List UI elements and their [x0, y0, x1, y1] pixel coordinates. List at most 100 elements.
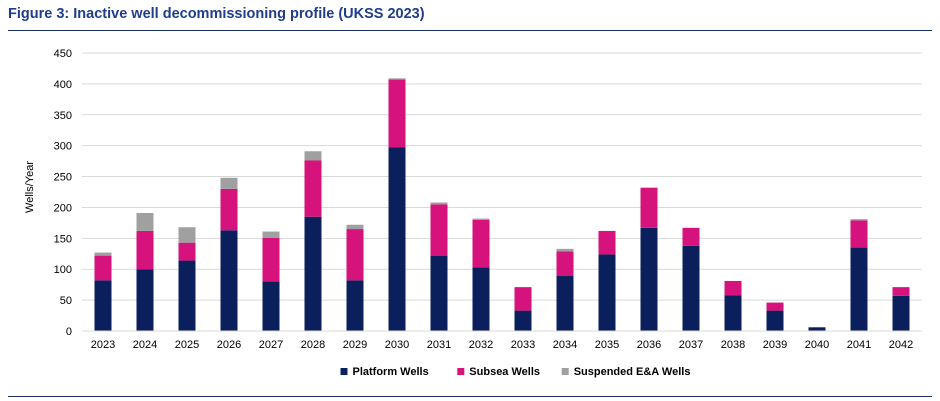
y-axis-label: Wells/Year: [24, 161, 36, 213]
x-tick-label: 2031: [427, 339, 451, 351]
bar-segment-platform-wells-2032: [472, 267, 490, 331]
x-tick-label: 2039: [763, 339, 787, 351]
bar-segment-subsea-wells-2033: [514, 287, 532, 311]
bar-segment-platform-wells-2040: [808, 327, 826, 331]
x-tick-label: 2037: [679, 339, 703, 351]
x-tick-label: 2041: [847, 339, 871, 351]
bar-segment-platform-wells-2038: [724, 295, 742, 331]
bar-segment-platform-wells-2034: [556, 276, 574, 331]
legend-label: Platform Wells: [353, 366, 429, 378]
y-tick-label: 0: [66, 326, 72, 338]
bar-segment-suspended-e-a-wells-2025: [178, 227, 196, 243]
bar-segment-subsea-wells-2039: [766, 302, 784, 311]
y-tick-label: 350: [54, 110, 72, 122]
bar-segment-suspended-e-a-wells-2026: [220, 177, 238, 189]
bar-segment-platform-wells-2036: [640, 227, 658, 331]
bar-segment-platform-wells-2026: [220, 230, 238, 331]
bar-segment-platform-wells-2029: [346, 280, 364, 331]
bar-segment-subsea-wells-2042: [892, 287, 910, 296]
x-tick-label: 2032: [469, 339, 493, 351]
x-tick-label: 2042: [889, 339, 913, 351]
bars: [94, 78, 910, 331]
bar-segment-subsea-wells-2028: [304, 160, 322, 217]
bar-segment-subsea-wells-2031: [430, 204, 448, 256]
x-tick-label: 2033: [511, 339, 535, 351]
bar-segment-platform-wells-2035: [598, 254, 616, 331]
x-axis-tick-labels: 2023 2024 2025 2026 2027 2028 2029 2030 2031 2032…: [91, 339, 913, 351]
bar-segment-subsea-wells-2023: [94, 255, 112, 281]
x-tick-label: 2026: [217, 339, 241, 351]
bar-segment-suspended-e-a-wells-2029: [346, 224, 364, 230]
bar-segment-subsea-wells-2032: [472, 219, 490, 268]
bar-segment-suspended-e-a-wells-2034: [556, 248, 574, 252]
legend-swatch: [457, 368, 465, 375]
bar-segment-suspended-e-a-wells-2030: [388, 78, 406, 80]
bar-segment-platform-wells-2028: [304, 216, 322, 331]
bar-segment-platform-wells-2027: [262, 281, 280, 331]
y-tick-label: 50: [60, 295, 72, 307]
bar-segment-subsea-wells-2027: [262, 237, 280, 282]
bar-segment-platform-wells-2037: [682, 245, 700, 331]
bar-segment-platform-wells-2039: [766, 310, 784, 331]
bar-segment-platform-wells-2025: [178, 260, 196, 331]
bar-segment-subsea-wells-2029: [346, 229, 364, 281]
legend-swatch: [561, 368, 569, 375]
bar-segment-platform-wells-2041: [850, 247, 868, 331]
bar-segment-suspended-e-a-wells-2023: [94, 252, 112, 256]
x-tick-label: 2040: [805, 339, 829, 351]
bar-segment-suspended-e-a-wells-2032: [472, 218, 490, 220]
y-tick-label: 100: [54, 264, 72, 276]
y-tick-label: 150: [54, 233, 72, 245]
bar-segment-subsea-wells-2030: [388, 79, 406, 148]
x-tick-label: 2034: [553, 339, 577, 351]
bar-segment-subsea-wells-2025: [178, 242, 196, 261]
title-divider: [8, 30, 932, 31]
bar-segment-subsea-wells-2024: [136, 230, 154, 270]
y-tick-label: 400: [54, 79, 72, 91]
legend-swatch: [340, 368, 348, 375]
bar-segment-subsea-wells-2036: [640, 187, 658, 228]
bar-segment-subsea-wells-2038: [724, 280, 742, 296]
bar-segment-subsea-wells-2041: [850, 220, 868, 248]
y-tick-label: 450: [54, 48, 72, 60]
x-tick-label: 2024: [133, 339, 157, 351]
legend-label: Suspended E&A Wells: [574, 366, 691, 378]
bar-segment-suspended-e-a-wells-2028: [304, 151, 322, 161]
bar-segment-platform-wells-2042: [892, 295, 910, 331]
bar-segment-platform-wells-2023: [94, 280, 112, 331]
x-tick-label: 2036: [637, 339, 661, 351]
gridlines: [82, 52, 922, 301]
bar-segment-suspended-e-a-wells-2024: [136, 213, 154, 231]
bar-segment-platform-wells-2024: [136, 269, 154, 331]
bar-segment-platform-wells-2033: [514, 310, 532, 331]
x-tick-label: 2025: [175, 339, 199, 351]
legend-item: Subsea Wells: [457, 366, 540, 378]
bar-segment-suspended-e-a-wells-2031: [430, 202, 448, 205]
bottom-divider: [8, 396, 932, 397]
bar-segment-subsea-wells-2035: [598, 230, 616, 255]
x-tick-label: 2035: [595, 339, 619, 351]
bar-segment-subsea-wells-2026: [220, 188, 238, 231]
x-tick-label: 2038: [721, 339, 745, 351]
legend-label: Subsea Wells: [469, 366, 540, 378]
bar-segment-platform-wells-2030: [388, 147, 406, 331]
y-tick-label: 200: [54, 202, 72, 214]
y-tick-label: 300: [54, 141, 72, 153]
bar-segment-platform-wells-2031: [430, 255, 448, 331]
legend: Platform Wells Subsea Wells Suspended E&A …: [340, 366, 691, 378]
bar-segment-subsea-wells-2037: [682, 227, 700, 246]
x-tick-label: 2023: [91, 339, 115, 351]
y-axis-tick-labels: 0 50 100 150 200 250 300 350 400 450: [54, 48, 72, 338]
legend-item: Platform Wells: [340, 366, 429, 378]
bar-segment-suspended-e-a-wells-2041: [850, 219, 868, 221]
x-tick-label: 2029: [343, 339, 367, 351]
x-tick-label: 2028: [301, 339, 325, 351]
bar-segment-suspended-e-a-wells-2027: [262, 231, 280, 238]
stacked-bar-chart: 0 50 100 150 200 250 300 350 400 450 Wells/Year 2…: [24, 48, 922, 378]
legend-item: Suspended E&A Wells: [561, 366, 691, 378]
bar-segment-subsea-wells-2034: [556, 251, 574, 277]
figure-title: Figure 3: Inactive well decommissioning …: [8, 6, 425, 22]
y-tick-label: 250: [54, 172, 72, 184]
chart-container: 0 50 100 150 200 250 300 350 400 450 Wells/Year 2…: [0, 34, 940, 394]
x-tick-label: 2030: [385, 339, 409, 351]
